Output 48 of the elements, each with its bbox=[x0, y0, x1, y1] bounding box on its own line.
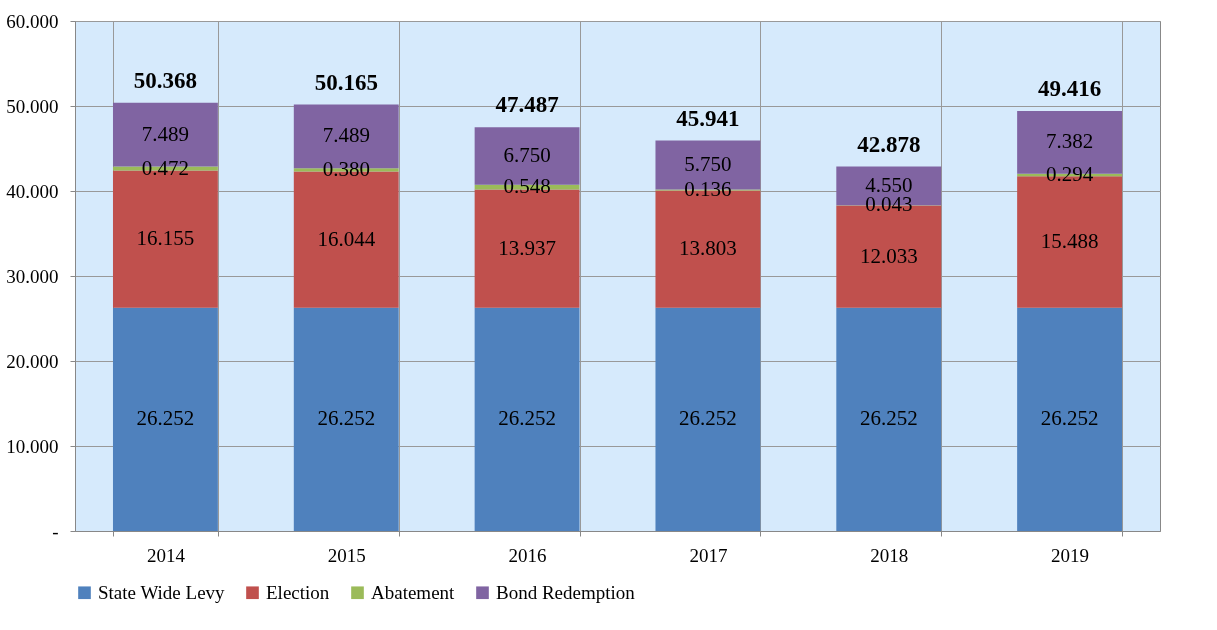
total-label: 49.416 bbox=[1037, 75, 1102, 101]
bar bbox=[474, 307, 580, 531]
data-label: 6.750 bbox=[503, 143, 551, 168]
data-label: 0.548 bbox=[503, 174, 551, 199]
data-label: 13.937 bbox=[498, 235, 556, 260]
data-label: 12.033 bbox=[859, 243, 918, 268]
legend-label: Election bbox=[266, 581, 330, 603]
data-label: 16.044 bbox=[317, 226, 376, 251]
bar bbox=[1017, 307, 1123, 531]
y-tick-label: - bbox=[52, 520, 59, 542]
data-label: 15.488 bbox=[1040, 229, 1099, 254]
x-tick-label: 2019 bbox=[1051, 544, 1090, 566]
legend-label: Abatement bbox=[371, 581, 456, 603]
y-tick-label: 50.000 bbox=[6, 95, 59, 117]
y-tick-label: 20.000 bbox=[6, 350, 59, 372]
y-tick-label: 30.000 bbox=[6, 265, 59, 287]
legend-label: State Wide Levy bbox=[98, 581, 226, 603]
data-label: 26.252 bbox=[317, 406, 376, 431]
data-label: 0.136 bbox=[684, 176, 732, 201]
bar bbox=[655, 307, 761, 531]
total-label: 45.941 bbox=[676, 105, 740, 131]
data-label: 7.489 bbox=[322, 123, 370, 148]
data-label: 7.489 bbox=[141, 121, 190, 146]
x-tick-label: 2017 bbox=[689, 544, 728, 566]
bar bbox=[293, 307, 399, 531]
data-label: 26.252 bbox=[1040, 406, 1099, 431]
total-label: 50.165 bbox=[314, 69, 378, 95]
data-label: 26.252 bbox=[136, 406, 195, 431]
bar bbox=[836, 307, 942, 531]
x-tick-label: 2016 bbox=[508, 544, 547, 566]
x-tick-label: 2015 bbox=[327, 544, 366, 566]
data-label: 26.252 bbox=[498, 406, 556, 431]
bar bbox=[112, 307, 218, 531]
total-label: 47.487 bbox=[495, 92, 559, 118]
total-label: 42.878 bbox=[857, 131, 921, 157]
y-tick-label: 10.000 bbox=[6, 435, 59, 457]
data-label: 16.155 bbox=[136, 226, 195, 251]
legend-label: Bond Redemption bbox=[496, 581, 636, 603]
y-tick-label: 60.000 bbox=[6, 10, 59, 32]
data-label: 26.252 bbox=[859, 406, 918, 431]
data-label: 13.803 bbox=[679, 236, 737, 261]
total-label: 50.368 bbox=[133, 67, 198, 93]
x-tick-label: 2014 bbox=[146, 544, 186, 566]
data-label: 5.750 bbox=[684, 151, 732, 176]
data-label: 26.252 bbox=[679, 406, 737, 431]
y-tick-label: 40.000 bbox=[6, 180, 59, 202]
x-tick-label: 2018 bbox=[870, 544, 909, 566]
data-label: 7.382 bbox=[1045, 129, 1094, 154]
